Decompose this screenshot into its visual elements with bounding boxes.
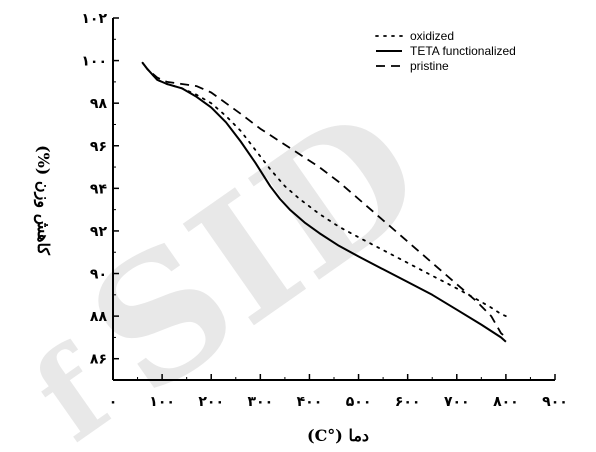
- legend-label: oxidized: [410, 29, 454, 43]
- x-tick-label: ۰: [109, 394, 118, 410]
- y-tick-label: ۸۸: [90, 309, 108, 325]
- x-tick-label: ۸۰۰: [493, 394, 519, 410]
- x-tick-label: ۹۰۰: [542, 394, 568, 410]
- watermark: SID f: [10, 69, 457, 452]
- x-tick-label: ۱۰۰: [149, 394, 175, 410]
- x-tick-label: ۲۰۰: [198, 394, 224, 410]
- y-axis-ticks: ۸۶ ۸۸ ۹۰ ۹۲ ۹۴ ۹۶ ۹۸ ۱۰۰ ۱۰۲: [81, 11, 119, 368]
- y-tick-label: ۹۲: [90, 224, 108, 240]
- series-line-teta-functionalized: [141, 62, 507, 343]
- y-tick-label: ۱۰۲: [81, 11, 107, 27]
- series-line-oxidized: [141, 61, 507, 318]
- y-tick-label: ۹۶: [90, 139, 107, 155]
- x-tick-label: ۵۰۰: [346, 394, 372, 410]
- y-axis-title: کاهش وزن (%): [33, 145, 53, 255]
- x-tick-label: ۷۰۰: [444, 394, 470, 410]
- series-line-pristine: [141, 62, 507, 339]
- y-tick-label: ۹۸: [90, 96, 108, 112]
- legend-label: TETA functionalized: [410, 44, 516, 58]
- x-axis-ticks: ۰ ۱۰۰ ۲۰۰ ۳۰۰ ۴۰۰ ۵۰۰ ۶۰۰ ۷۰۰ ۸۰۰ ۹۰۰: [109, 374, 568, 410]
- x-tick-label: ۴۰۰: [297, 394, 323, 410]
- x-axis-title: دما (°C): [307, 426, 369, 445]
- y-tick-label: ۹۴: [90, 181, 108, 197]
- x-tick-label: ۳۰۰: [248, 394, 274, 410]
- y-tick-label: ۱۰۰: [81, 54, 107, 70]
- x-tick-label: ۶۰۰: [395, 394, 421, 410]
- series-layer: [141, 61, 507, 343]
- legend-label: pristine: [410, 59, 449, 73]
- y-tick-label: ۹۰: [90, 267, 107, 283]
- y-tick-label: ۸۶: [90, 352, 107, 368]
